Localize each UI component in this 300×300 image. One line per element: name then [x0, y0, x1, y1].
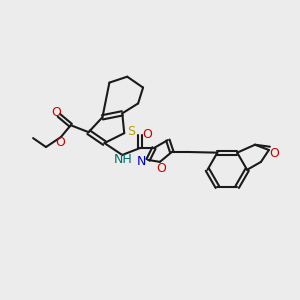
- Text: O: O: [51, 106, 61, 119]
- Text: O: O: [269, 148, 279, 160]
- Text: O: O: [55, 136, 65, 148]
- Text: NH: NH: [114, 153, 133, 167]
- Text: S: S: [127, 125, 135, 138]
- Text: N: N: [136, 155, 146, 168]
- Text: O: O: [142, 128, 152, 141]
- Text: O: O: [156, 162, 166, 175]
